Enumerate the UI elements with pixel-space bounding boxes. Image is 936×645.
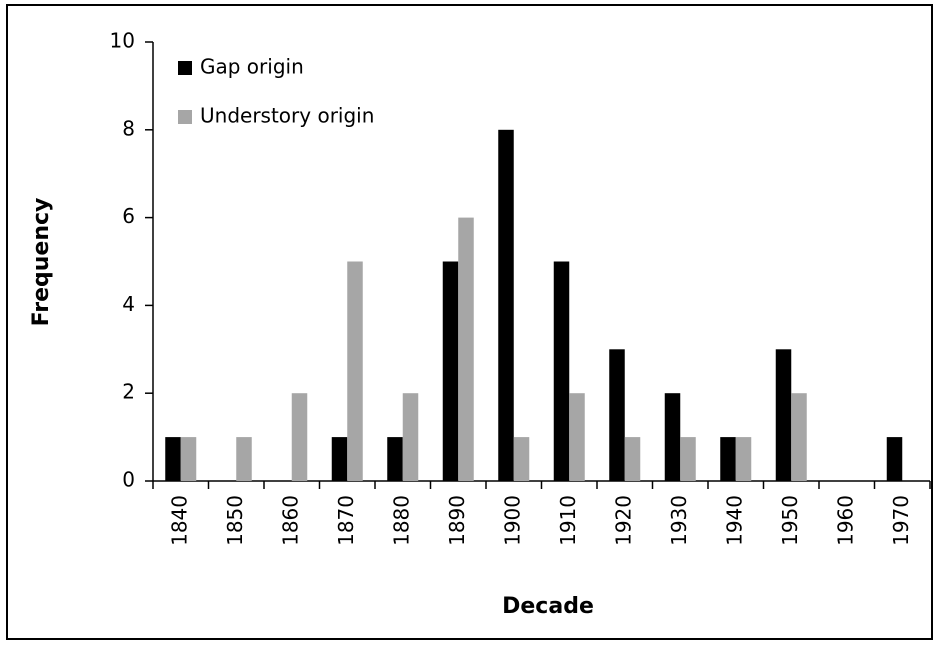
bar: [442, 261, 459, 481]
bar: [498, 129, 514, 482]
x-tick-label: 1970: [889, 495, 913, 546]
y-tick-label: 0: [122, 468, 135, 492]
x-tick-label: 1950: [778, 495, 802, 546]
bar: [609, 349, 625, 481]
x-tick-label: 1960: [833, 495, 857, 546]
bar: [402, 393, 419, 481]
x-tick-label: 1930: [667, 495, 691, 546]
x-tick-label: 1870: [334, 495, 358, 546]
y-tick-label: 10: [110, 29, 135, 53]
y-tick-label: 4: [122, 292, 135, 316]
bar: [236, 437, 252, 481]
legend-swatch: [178, 61, 192, 75]
bar: [513, 437, 530, 481]
bar: [720, 437, 736, 481]
legend-label: Understory origin: [200, 104, 374, 128]
bar: [791, 393, 807, 481]
x-tick-label: 1840: [167, 495, 191, 546]
bar: [291, 393, 308, 481]
y-tick-label: 2: [122, 380, 135, 404]
x-tick-label: 1940: [722, 495, 746, 546]
x-tick-label: 1900: [500, 495, 524, 546]
bar: [165, 437, 181, 481]
x-tick-label: 1860: [278, 495, 302, 546]
bar: [347, 261, 363, 481]
bar: [458, 217, 474, 481]
bar: [624, 437, 641, 481]
bar: [387, 437, 403, 481]
x-tick-label: 1910: [556, 495, 580, 546]
x-tick-label: 1920: [611, 495, 635, 546]
x-tick-label: 1850: [223, 495, 247, 546]
x-tick-label: 1890: [445, 495, 469, 546]
bar: [680, 437, 696, 481]
bar: [331, 437, 348, 481]
x-axis-title: Decade: [502, 594, 594, 619]
legend-swatch: [178, 110, 192, 124]
y-tick-label: 6: [122, 204, 135, 228]
bar: [553, 261, 570, 481]
legend-label: Gap origin: [200, 55, 304, 79]
y-axis-title: Frequency: [29, 198, 54, 327]
bar: [180, 437, 197, 481]
bar: [735, 437, 752, 481]
bar: [886, 437, 903, 481]
x-tick-label: 1880: [389, 495, 413, 546]
y-tick-label: 8: [122, 116, 135, 140]
bar: [664, 393, 681, 481]
bar: [569, 393, 585, 481]
bar: [775, 349, 792, 481]
